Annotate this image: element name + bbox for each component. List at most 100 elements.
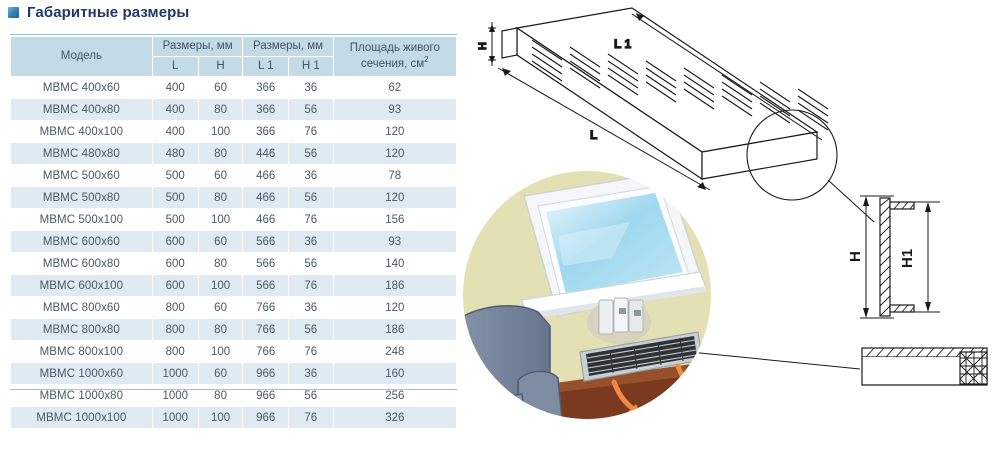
cell-h1: 36: [288, 164, 334, 188]
table-row: МВМС 400x80 400 80 366 56 93: [10, 98, 458, 122]
cell-area: 256: [332, 384, 458, 408]
cell-h: 80: [197, 142, 244, 166]
model-prefix: МВМС: [42, 103, 79, 116]
cell-model: МВМС 600x100: [10, 274, 153, 298]
table-row: МВМС 600x60 600 60 566 36 93: [10, 230, 458, 254]
cell-area: 120: [332, 296, 458, 320]
window-glass: [546, 193, 683, 294]
model-size: 600x100: [78, 279, 124, 292]
cell-l1: 366: [242, 120, 290, 144]
profile-web: [879, 197, 891, 317]
profile-hatching: [879, 197, 915, 317]
model-size: 800x80: [81, 323, 120, 336]
table-bottom-rule: [10, 389, 457, 390]
table-row: МВМС 800x100 800 100 766 76 248: [10, 340, 458, 364]
table-head: Модель Размеры, мм Размеры, мм Площадь ж…: [10, 35, 458, 78]
dimension-section-h: [863, 196, 869, 318]
model-size: 1000x60: [78, 367, 124, 380]
cross-section-horizontal: [689, 347, 988, 386]
model-size: 800x60: [81, 301, 120, 314]
cell-h: 80: [197, 98, 244, 122]
cell-h: 100: [197, 208, 244, 232]
table-row: МВМС 1000x60 1000 60 966 36 160: [10, 362, 458, 386]
cross-section-vertical: H H1: [847, 195, 940, 319]
dimension-l: [497, 67, 711, 191]
grille-louvers: [586, 339, 697, 374]
cell-area: 93: [332, 230, 458, 254]
mesh-block-right-outline: [959, 351, 988, 385]
cell-model: МВМС 1000x60: [10, 362, 153, 386]
scene-circle-border: [462, 169, 713, 421]
cell-model: МВМС 600x60: [10, 230, 153, 254]
label-l: L: [590, 128, 597, 142]
model-size: 400x80: [81, 103, 120, 116]
col-header-h1: H 1: [288, 56, 334, 78]
louver-group: [569, 46, 601, 89]
cell-area: 93: [332, 98, 458, 122]
label-l1: L 1: [614, 37, 631, 51]
cell-area: 120: [332, 142, 458, 166]
cell-model: МВМС 800x80: [10, 318, 153, 342]
cell-l1: 366: [242, 76, 290, 100]
cell-l: 400: [151, 120, 199, 144]
model-prefix: МВМС: [42, 169, 79, 182]
table-row: МВМС 1000x100 1000 100 966 76 326: [10, 406, 458, 430]
cell-h1: 56: [288, 98, 334, 122]
valve-knob-2: [634, 310, 641, 316]
cell-l: 1000: [151, 362, 199, 386]
grille-left-end: [501, 27, 518, 59]
model-size: 800x100: [78, 345, 124, 358]
label-h: H: [477, 42, 489, 50]
mesh-block-right: [959, 351, 988, 385]
cell-h: 100: [197, 406, 244, 430]
model-prefix: МВМС: [42, 235, 79, 248]
page-title: Габаритные размеры: [8, 4, 189, 21]
airflow-arrow-right-head: [688, 388, 702, 400]
valve-body-1: [598, 299, 614, 335]
cell-model: МВМС 800x60: [10, 296, 153, 320]
cell-l: 600: [151, 274, 199, 298]
cell-l1: 966: [242, 406, 290, 430]
model-prefix: МВМС: [39, 367, 76, 380]
profile-body: [879, 197, 915, 317]
cell-l1: 766: [242, 340, 290, 364]
cell-h: 60: [197, 362, 244, 386]
cell-h1: 56: [288, 142, 334, 166]
model-prefix: МВМС: [42, 257, 79, 270]
cell-l1: 566: [242, 274, 290, 298]
cell-h: 80: [197, 252, 244, 276]
dimensions-table: Модель Размеры, мм Размеры, мм Площадь ж…: [10, 35, 458, 430]
cell-l1: 766: [242, 296, 290, 320]
cell-l: 600: [151, 252, 199, 276]
valve-knob-1: [619, 308, 626, 314]
cell-h1: 36: [288, 296, 334, 320]
col-header-group-2: Размеры, мм: [242, 35, 334, 58]
cell-h1: 76: [288, 406, 334, 430]
col-header-h: H: [197, 56, 244, 78]
table-row: МВМС 500x80 500 80 466 56 120: [10, 186, 458, 210]
cell-h1: 56: [288, 318, 334, 342]
cell-l1: 566: [242, 252, 290, 276]
col-header-area-line2: сечения, см: [360, 58, 425, 71]
model-prefix: МВМС: [42, 301, 79, 314]
cell-h1: 36: [288, 362, 334, 386]
cell-h: 100: [197, 120, 244, 144]
grille-dividers: [609, 337, 684, 374]
cell-model: МВМС 1000x100: [10, 406, 153, 430]
louver-group: [683, 67, 715, 110]
page-title-text: Габаритные размеры: [27, 4, 190, 21]
cell-l: 800: [151, 318, 199, 342]
table-top-rule: [10, 34, 457, 35]
cell-h: 60: [197, 76, 244, 100]
dimension-section-h1: [925, 202, 931, 312]
label-section-h: H: [847, 251, 864, 262]
label-section-h1: H1: [899, 249, 916, 268]
cell-l: 480: [151, 142, 199, 166]
louver-group: [645, 60, 677, 103]
cell-l1: 466: [242, 164, 290, 188]
col-header-area: Площадь живого сечения, см2: [332, 35, 458, 78]
cell-model: МВМС 400x80: [10, 98, 153, 122]
model-prefix: МВМС: [39, 279, 76, 292]
cell-l: 500: [151, 186, 199, 210]
model-size: 480x80: [81, 147, 120, 160]
